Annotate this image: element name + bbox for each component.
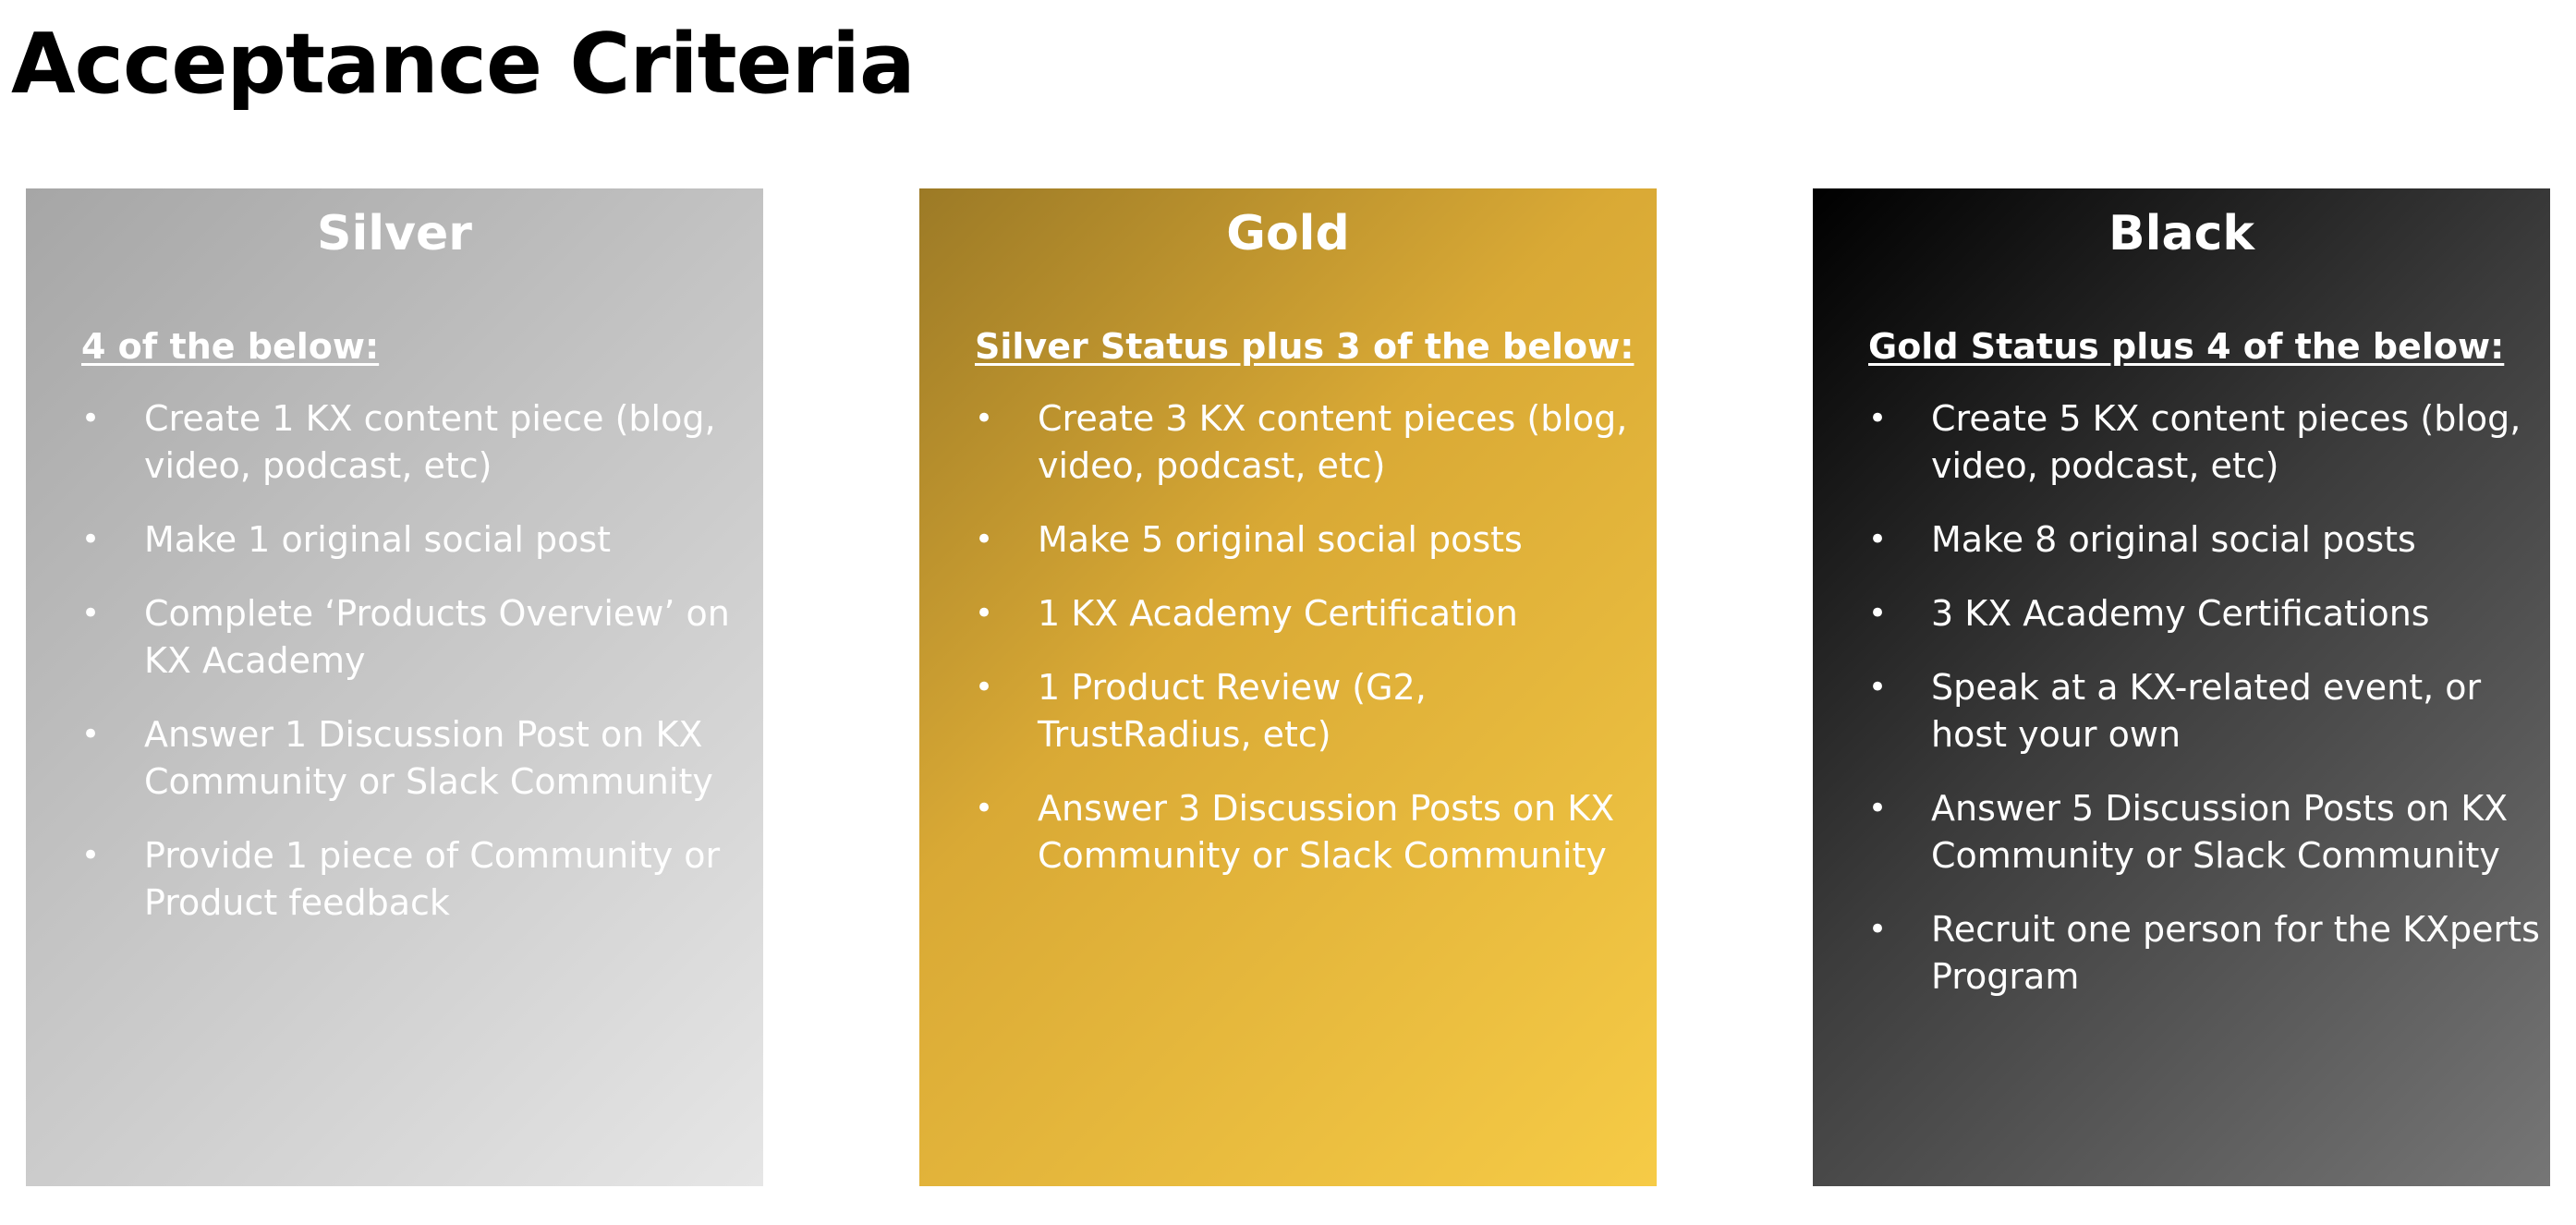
black-criteria-text: Create 5 KX content pieces (blog, video,…	[1931, 398, 2521, 486]
gold-tier-card: Gold Silver Status plus 3 of the below: …	[919, 188, 1657, 1186]
silver-criteria-item: • Create 1 KX content piece (blog, video…	[81, 395, 754, 490]
silver-criteria-list: • Create 1 KX content piece (blog, video…	[81, 395, 754, 953]
bullet-icon: •	[81, 400, 101, 437]
silver-tier-title: Silver	[317, 206, 472, 261]
gold-criteria-list: • Create 3 KX content pieces (blog, vide…	[975, 395, 1647, 906]
black-criteria-item: • Speak at a KX-related event, or host y…	[1868, 664, 2541, 758]
bullet-icon: •	[1868, 595, 1888, 632]
black-criteria-list: • Create 5 KX content pieces (blog, vide…	[1868, 395, 2541, 1027]
silver-criteria-item: • Make 1 original social post	[81, 516, 754, 564]
bullet-icon: •	[975, 669, 994, 706]
black-tier-title: Black	[2108, 206, 2254, 261]
black-criteria-text: Speak at a KX-related event, or host you…	[1931, 667, 2482, 755]
gold-criteria-item: • Answer 3 Discussion Posts on KX Commun…	[975, 785, 1647, 879]
black-tier-intro: Gold Status plus 4 of the below:	[1868, 326, 2505, 367]
bullet-icon: •	[975, 595, 994, 632]
black-criteria-item: • 3 KX Academy Certifications	[1868, 590, 2541, 637]
silver-criteria-item: • Complete ‘Products Overview’ on KX Aca…	[81, 590, 754, 685]
black-criteria-item: • Create 5 KX content pieces (blog, vide…	[1868, 395, 2541, 490]
silver-criteria-text: Make 1 original social post	[144, 519, 612, 560]
bullet-icon: •	[1868, 911, 1888, 948]
black-criteria-text: 3 KX Academy Certifications	[1931, 593, 2430, 634]
bullet-icon: •	[975, 521, 994, 558]
bullet-icon: •	[1868, 400, 1888, 437]
black-criteria-text: Make 8 original social posts	[1931, 519, 2416, 560]
black-criteria-item: • Answer 5 Discussion Posts on KX Commun…	[1868, 785, 2541, 879]
black-tier-card: Black Gold Status plus 4 of the below: •…	[1813, 188, 2550, 1186]
gold-criteria-text: Create 3 KX content pieces (blog, video,…	[1038, 398, 1628, 486]
bullet-icon: •	[81, 837, 101, 874]
black-criteria-item: • Recruit one person for the KXperts Pro…	[1868, 906, 2541, 1001]
silver-criteria-text: Answer 1 Discussion Post on KX Community…	[144, 714, 713, 802]
black-criteria-item: • Make 8 original social posts	[1868, 516, 2541, 564]
page-title: Acceptance Criteria	[11, 16, 916, 113]
silver-criteria-text: Complete ‘Products Overview’ on KX Acade…	[144, 593, 730, 681]
silver-criteria-item: • Provide 1 piece of Community or Produc…	[81, 832, 754, 927]
silver-criteria-text: Create 1 KX content piece (blog, video, …	[144, 398, 716, 486]
gold-criteria-item: • Make 5 original social posts	[975, 516, 1647, 564]
bullet-icon: •	[81, 716, 101, 753]
bullet-icon: •	[1868, 790, 1888, 827]
bullet-icon: •	[1868, 669, 1888, 706]
gold-tier-intro: Silver Status plus 3 of the below:	[975, 326, 1634, 367]
silver-tier-intro: 4 of the below:	[81, 326, 380, 367]
silver-criteria-text: Provide 1 piece of Community or Product …	[144, 835, 721, 923]
black-criteria-text: Recruit one person for the KXperts Progr…	[1931, 909, 2540, 997]
gold-criteria-item: • 1 Product Review (G2, TrustRadius, etc…	[975, 664, 1647, 758]
gold-criteria-text: Make 5 original social posts	[1038, 519, 1523, 560]
gold-criteria-item: • Create 3 KX content pieces (blog, vide…	[975, 395, 1647, 490]
bullet-icon: •	[975, 400, 994, 437]
bullet-icon: •	[81, 521, 101, 558]
gold-criteria-text: 1 KX Academy Certification	[1038, 593, 1518, 634]
gold-criteria-text: 1 Product Review (G2, TrustRadius, etc)	[1038, 667, 1427, 755]
gold-tier-title: Gold	[1226, 206, 1350, 261]
bullet-icon: •	[975, 790, 994, 827]
bullet-icon: •	[81, 595, 101, 632]
bullet-icon: •	[1868, 521, 1888, 558]
silver-criteria-item: • Answer 1 Discussion Post on KX Communi…	[81, 711, 754, 806]
black-criteria-text: Answer 5 Discussion Posts on KX Communit…	[1931, 788, 2509, 876]
gold-criteria-item: • 1 KX Academy Certification	[975, 590, 1647, 637]
gold-criteria-text: Answer 3 Discussion Posts on KX Communit…	[1038, 788, 1615, 876]
silver-tier-card: Silver 4 of the below: • Create 1 KX con…	[26, 188, 763, 1186]
